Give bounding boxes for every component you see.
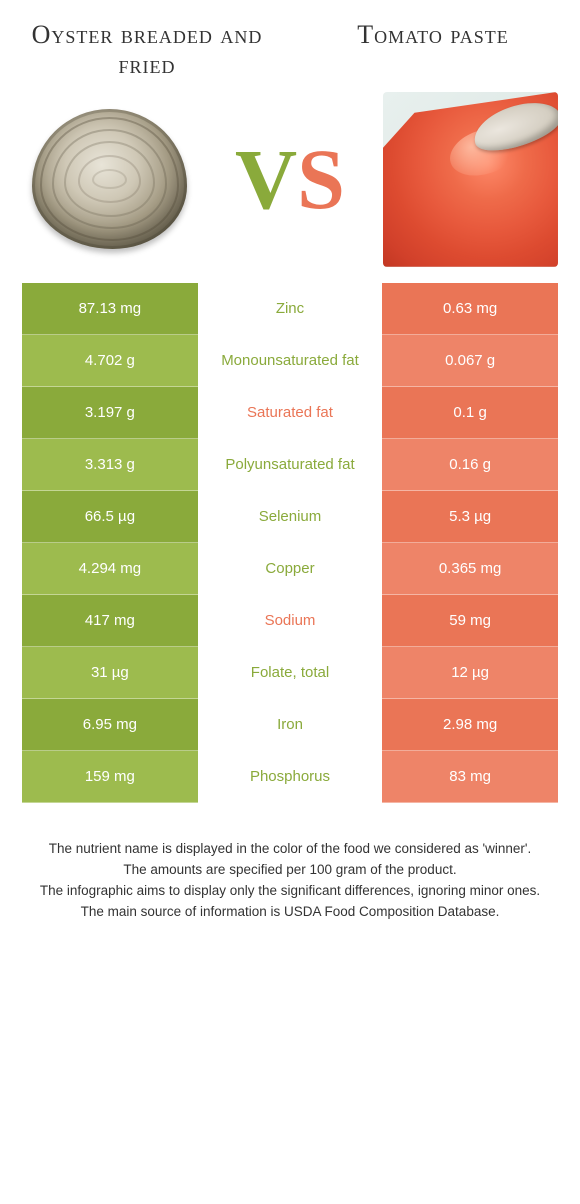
nutrient-name: Iron (198, 699, 383, 751)
titles-row: Oyster breaded and fried Tomato paste (10, 20, 570, 80)
value-right: 83 mg (382, 751, 558, 803)
value-left: 4.702 g (22, 335, 198, 387)
value-right: 0.365 mg (382, 543, 558, 595)
footer-line: The main source of information is USDA F… (34, 902, 546, 923)
value-left: 3.197 g (22, 387, 198, 439)
food-a-title: Oyster breaded and fried (30, 20, 264, 80)
nutrient-row: 3.197 gSaturated fat0.1 g (22, 387, 558, 439)
food-b-title: Tomato paste (316, 20, 550, 80)
value-left: 66.5 µg (22, 491, 198, 543)
value-right: 2.98 mg (382, 699, 558, 751)
value-right: 5.3 µg (382, 491, 558, 543)
value-right: 0.1 g (382, 387, 558, 439)
value-right: 0.067 g (382, 335, 558, 387)
nutrient-name: Zinc (198, 283, 383, 335)
oyster-icon (32, 109, 187, 249)
nutrient-name: Copper (198, 543, 383, 595)
nutrient-row: 6.95 mgIron2.98 mg (22, 699, 558, 751)
hero-row: VS (10, 92, 570, 267)
value-left: 31 µg (22, 647, 198, 699)
food-b-image (383, 92, 558, 267)
value-left: 87.13 mg (22, 283, 198, 335)
vs-label: VS (235, 136, 345, 222)
value-left: 159 mg (22, 751, 198, 803)
vs-s: S (297, 136, 345, 222)
nutrient-row: 66.5 µgSelenium5.3 µg (22, 491, 558, 543)
nutrient-row: 31 µgFolate, total12 µg (22, 647, 558, 699)
nutrient-row: 4.294 mgCopper0.365 mg (22, 543, 558, 595)
value-left: 417 mg (22, 595, 198, 647)
nutrient-table: 87.13 mgZinc0.63 mg4.702 gMonounsaturate… (22, 283, 558, 803)
value-right: 59 mg (382, 595, 558, 647)
value-left: 3.313 g (22, 439, 198, 491)
nutrient-name: Sodium (198, 595, 383, 647)
footer-line: The amounts are specified per 100 gram o… (34, 860, 546, 881)
vs-v: V (235, 136, 297, 222)
nutrient-name: Monounsaturated fat (198, 335, 383, 387)
nutrient-row: 87.13 mgZinc0.63 mg (22, 283, 558, 335)
nutrient-row: 159 mgPhosphorus83 mg (22, 751, 558, 803)
footer-notes: The nutrient name is displayed in the co… (34, 839, 546, 923)
nutrient-name: Selenium (198, 491, 383, 543)
nutrient-name: Saturated fat (198, 387, 383, 439)
nutrient-name: Phosphorus (198, 751, 383, 803)
comparison-infographic: Oyster breaded and fried Tomato paste VS… (0, 0, 580, 952)
nutrient-row: 4.702 gMonounsaturated fat0.067 g (22, 335, 558, 387)
food-a-image (22, 92, 197, 267)
nutrient-row: 417 mgSodium59 mg (22, 595, 558, 647)
nutrient-row: 3.313 gPolyunsaturated fat0.16 g (22, 439, 558, 491)
value-right: 0.16 g (382, 439, 558, 491)
footer-line: The infographic aims to display only the… (34, 881, 546, 902)
nutrient-name: Folate, total (198, 647, 383, 699)
value-right: 12 µg (382, 647, 558, 699)
value-left: 4.294 mg (22, 543, 198, 595)
nutrient-name: Polyunsaturated fat (198, 439, 383, 491)
value-left: 6.95 mg (22, 699, 198, 751)
value-right: 0.63 mg (382, 283, 558, 335)
footer-line: The nutrient name is displayed in the co… (34, 839, 546, 860)
